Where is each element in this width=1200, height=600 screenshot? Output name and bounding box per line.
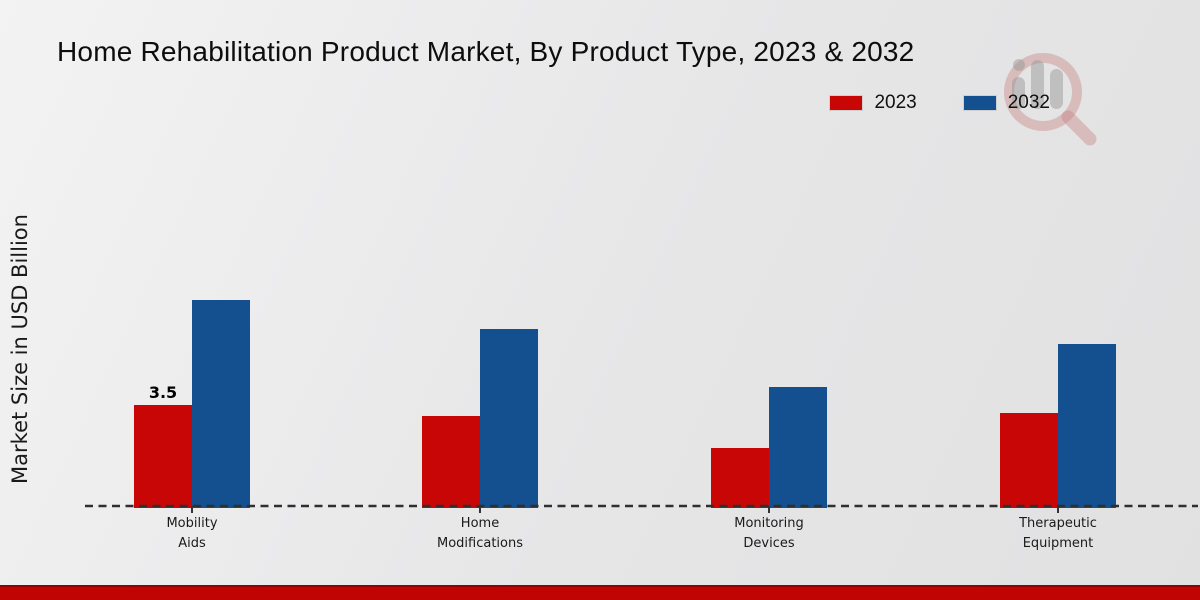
category-label-home-modifications: Home Modifications	[370, 514, 590, 554]
category-label-line: Devices	[743, 536, 795, 551]
watermark-logo-icon	[1004, 53, 1097, 146]
legend-item-2032: 2032	[962, 92, 1050, 114]
category-label-line: Home	[460, 516, 500, 531]
x-axis-tick-home-modifications	[479, 506, 481, 513]
category-label-monitoring-devices: Monitoring Devices	[659, 514, 879, 554]
category-label-line: Mobility	[166, 516, 218, 531]
category-label-line: Modifications	[436, 536, 523, 551]
bar-2032-home-modifications	[480, 329, 538, 508]
legend-label-2032: 2032	[1007, 92, 1050, 113]
x-axis-tick-monitoring-devices	[768, 506, 770, 513]
category-label-line: Monitoring	[734, 516, 804, 531]
bar-2023-mobility-aids	[134, 404, 192, 508]
bar-value-label: 3.5	[148, 382, 178, 402]
bar-2032-monitoring-devices	[769, 387, 827, 508]
bar-2032-therapeutic-equipment	[1058, 343, 1116, 508]
legend: 2023 2032	[829, 92, 1050, 114]
x-axis-tick-mobility-aids	[191, 506, 193, 513]
x-axis-tick-therapeutic-equipment	[1057, 506, 1059, 513]
footer-accent-bar	[0, 585, 1200, 600]
chart-title: Home Rehabilitation Product Market, By P…	[57, 36, 915, 67]
legend-item-2023: 2023	[829, 92, 917, 114]
category-label-line: Aids	[178, 536, 206, 551]
legend-swatch-2023	[829, 95, 864, 111]
legend-label-2023: 2023	[874, 92, 917, 113]
category-label-mobility-aids: Mobility Aids	[82, 514, 302, 554]
category-label-line: Therapeutic	[1019, 516, 1097, 531]
bar-2023-therapeutic-equipment	[1000, 413, 1058, 508]
category-label-therapeutic-equipment: Therapeutic Equipment	[948, 514, 1168, 554]
bar-2032-mobility-aids	[192, 300, 250, 508]
legend-swatch-2032	[962, 95, 997, 111]
bar-2023-monitoring-devices	[711, 448, 769, 508]
y-axis-label: Market Size in USD Billion	[8, 214, 32, 484]
bar-2023-home-modifications	[422, 416, 480, 508]
category-label-line: Equipment	[1022, 536, 1094, 551]
